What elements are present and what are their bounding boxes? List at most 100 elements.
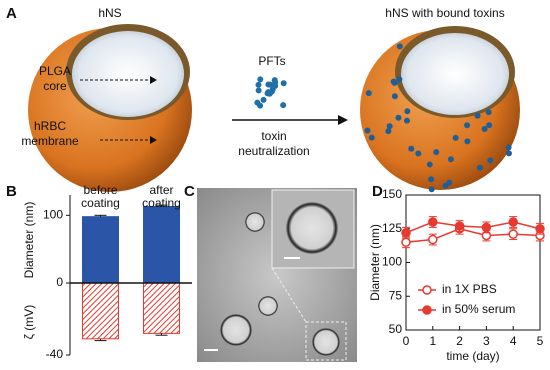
marker [481, 222, 492, 233]
particle [312, 328, 340, 356]
category-box: after coating [142, 184, 181, 210]
y-tick-label: 0 [56, 275, 63, 289]
toxin [428, 186, 435, 193]
x-tick-label: 0 [403, 334, 410, 348]
illustration [28, 24, 520, 193]
legend-marker [422, 305, 432, 315]
toxin-label: PFTs [258, 54, 285, 68]
toxin [385, 128, 392, 135]
y-tick-label: -40 [46, 347, 64, 361]
x-tick-label: 2 [456, 334, 463, 348]
series-line [405, 221, 541, 234]
panel-label: D [372, 183, 383, 200]
particle [286, 202, 338, 254]
y-tick-label: 125 [382, 221, 402, 235]
particle [220, 314, 252, 346]
toxin [272, 82, 279, 89]
toxin [265, 81, 272, 88]
left-core [72, 31, 184, 117]
x-tick-label: 3 [483, 334, 490, 348]
toxin-cluster [254, 43, 512, 193]
toxin [408, 145, 415, 152]
legend-label: in 1X PBS [442, 282, 497, 296]
toxin [505, 150, 512, 157]
toxin [476, 164, 483, 171]
pointer-head [150, 136, 157, 144]
core-label: core [43, 79, 67, 93]
toxin [486, 122, 493, 129]
membrane-label: hRBC [34, 119, 66, 133]
marker [428, 217, 438, 227]
x-tick-label: 4 [510, 334, 517, 348]
zoom-box [305, 321, 347, 361]
series-line [405, 227, 541, 243]
arrow-head [338, 115, 348, 125]
toxin [260, 96, 267, 103]
toxin [464, 122, 471, 129]
y-axis-title: Diameter (nm) [368, 224, 382, 301]
marker [428, 234, 438, 245]
toxin [426, 161, 433, 168]
toxin [447, 156, 454, 163]
marker [401, 228, 411, 238]
toxin [390, 78, 397, 85]
x-tick-label: after coating [142, 184, 181, 210]
toxin [280, 102, 287, 109]
toxin [365, 90, 372, 97]
panel-label: B [6, 183, 17, 200]
toxin [391, 93, 398, 100]
toxin [364, 127, 371, 134]
panel-label: C [184, 183, 195, 200]
y2-axis-title: ζ (mV) [22, 305, 36, 340]
toxin [264, 90, 271, 97]
right-title: hNS with bound toxins [385, 6, 504, 20]
y-tick-label: 150 [382, 187, 402, 201]
toxin [255, 81, 262, 88]
toxin [481, 126, 488, 133]
bar [143, 282, 180, 334]
particle [258, 296, 278, 316]
marker [508, 229, 518, 239]
toxin [415, 150, 422, 157]
y-tick-label: 50 [389, 322, 403, 336]
toxin [396, 76, 403, 83]
toxin [505, 144, 512, 151]
toxin [255, 87, 262, 94]
zoom-line [271, 267, 307, 323]
toxin [257, 76, 264, 83]
particle [245, 212, 265, 232]
panel-label: A [6, 5, 17, 22]
y-tick-label: 100 [382, 255, 402, 269]
toxin [452, 134, 459, 141]
bar [82, 216, 119, 284]
toxin [257, 102, 264, 109]
left-title: hNS [98, 6, 121, 20]
core-label: PLGA [39, 64, 71, 78]
marker [454, 221, 465, 231]
micrograph [197, 188, 357, 362]
toxin [485, 109, 492, 116]
toxin [433, 149, 440, 156]
marker [535, 224, 545, 234]
bar [143, 206, 180, 284]
y-tick-label: 75 [389, 288, 403, 302]
y-axis-title: Diameter (nm) [22, 202, 36, 279]
membrane-label: membrane [21, 134, 79, 148]
marker [401, 237, 411, 247]
x-tick-label: 1 [429, 334, 436, 348]
toxin [474, 112, 481, 119]
arrow-label: neutralization [238, 144, 309, 158]
legend-label: in 50% serum [442, 302, 515, 316]
toxin [280, 80, 287, 87]
toxin [403, 117, 410, 124]
x-tick-label: before coating [81, 184, 120, 210]
x-axis-title: time (day) [446, 349, 499, 363]
toxin [395, 114, 402, 121]
toxin [487, 157, 494, 164]
toxin [404, 108, 411, 115]
toxin [368, 134, 375, 141]
pointer-head [150, 76, 157, 84]
marker [508, 217, 518, 227]
toxin [428, 176, 435, 183]
